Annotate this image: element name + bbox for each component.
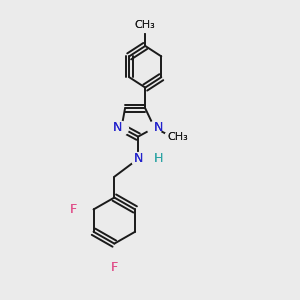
Text: F: F [111,261,118,274]
Text: CH₃: CH₃ [167,132,188,142]
Text: N: N [112,121,122,134]
Text: N: N [154,121,164,134]
Text: H: H [154,152,163,165]
Text: CH₃: CH₃ [135,20,156,30]
Text: F: F [111,261,118,274]
Text: F: F [70,203,77,216]
Text: N: N [134,152,143,165]
Text: F: F [70,203,77,216]
Text: N: N [112,121,122,134]
Text: N: N [154,121,164,134]
Text: N: N [134,152,143,165]
Text: CH₃: CH₃ [135,20,156,30]
Text: CH₃: CH₃ [167,132,188,142]
Text: H: H [154,152,163,165]
